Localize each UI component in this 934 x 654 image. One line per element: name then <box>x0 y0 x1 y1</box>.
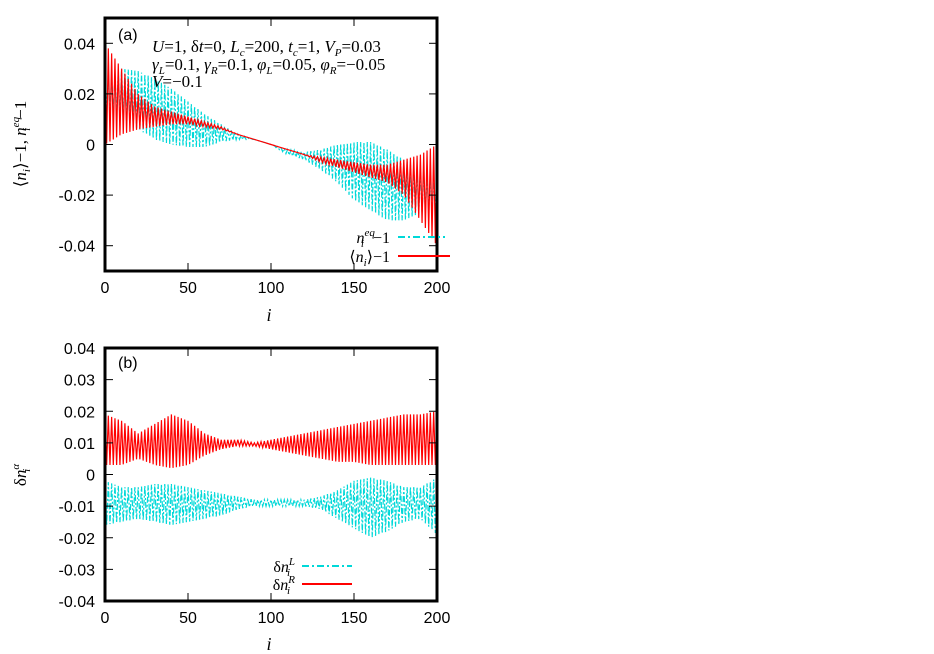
panel-a-series-layer <box>105 43 437 244</box>
panel-a-series-red-line <box>105 43 437 244</box>
panel-b-xlabel: i <box>266 634 271 654</box>
panel-b-ytick-label: 0.01 <box>64 436 95 453</box>
panel-b-xtick-label: 100 <box>258 610 285 627</box>
panel-b-ytick-label: -0.01 <box>59 499 96 516</box>
panel-b-xtick-label: 0 <box>101 610 110 627</box>
panel-b-ticks: 0 50 100 150 200 0.04 0.03 0.02 0.01 0 -0.01 -0.02 -… <box>59 341 451 627</box>
panel-b: 0 50 100 150 200 0.04 0.03 0.02 0.01 0 -0.01 -0.02 -… <box>10 341 450 654</box>
panel-b-ytick-label: 0.02 <box>64 404 95 421</box>
panel-a-ytick-label: 0 <box>86 138 95 155</box>
panel-a-ytick-label: 0.04 <box>64 36 95 53</box>
panel-b-frame <box>103 346 439 603</box>
legend-b-l-label: δnL i <box>273 556 295 579</box>
panel-b-xtick-label: 150 <box>341 610 368 627</box>
panel-b-ylabel: δnαi <box>10 464 33 487</box>
panel-a-xtick-label: 150 <box>341 280 368 297</box>
panel-b-ytick-label: 0.04 <box>64 341 95 358</box>
legend-a-ni-label: ⟨ni⟩−1 <box>349 249 390 269</box>
panel-b-ytick-label: 0 <box>86 468 95 485</box>
panel-a-xtick-label: 200 <box>424 280 451 297</box>
panel-a-ticks: 0 50 100 150 200 0.04 0.02 0 -0.02 -0.04 <box>59 18 451 297</box>
panel-a-xtick-label: 50 <box>179 280 197 297</box>
panel-a: 0 50 100 150 200 0.04 0.02 0 -0.02 -0.04 (a) U=1,… <box>10 16 451 325</box>
panel-b-ytick-label: -0.02 <box>59 531 96 548</box>
panel-a-xtick-label: 100 <box>258 280 285 297</box>
panel-b-ytick-label: -0.04 <box>59 594 96 611</box>
panel-b-ytick-label: -0.03 <box>59 562 96 579</box>
panel-a-params-line-1: U=1, δt=0, Lc=200, tc=1, VP=0.03 <box>152 37 381 59</box>
panel-a-ylabel: ⟨ni⟩−1, neqi−1 <box>10 101 33 187</box>
legend-b-r-label: δnR i <box>273 574 296 597</box>
panel-b-label: (b) <box>118 355 138 372</box>
panel-b-xtick-label: 200 <box>424 610 451 627</box>
panel-a-ytick-label: 0.02 <box>64 87 95 104</box>
panel-a-xtick-label: 0 <box>101 280 110 297</box>
panel-b-ytick-label: 0.03 <box>64 373 95 390</box>
panel-a-xlabel: i <box>266 305 271 325</box>
panel-a-ytick-label: -0.02 <box>59 188 96 205</box>
panel-a-ytick-label: -0.04 <box>59 239 96 256</box>
panel-b-series-red-line <box>105 411 437 468</box>
panel-b-series-cyan-line <box>105 477 437 538</box>
panel-b-xtick-label: 50 <box>179 610 197 627</box>
panel-a-params-line-3: V=−0.1 <box>152 72 203 91</box>
legend-a-neq-label: neq i −1 <box>357 227 390 250</box>
panel-b-series-layer <box>105 411 437 538</box>
panel-a-label: (a) <box>118 27 138 44</box>
panel-a-params-line-2: γL=0.1, γR=0.1, φL=0.05, φR=−0.05 <box>152 55 385 77</box>
